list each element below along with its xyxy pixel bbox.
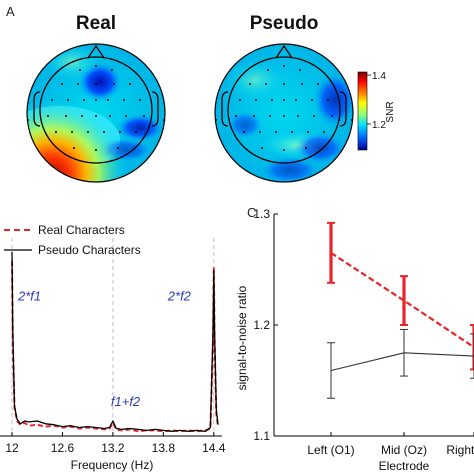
c-series — [327, 221, 474, 399]
c-axes: 1.1 1.2 1.3 Left (O1) Mid (Oz) Right (O2) — [253, 207, 474, 457]
b-x-tick-label: 14.4 — [202, 441, 226, 455]
topomap-real — [26, 43, 166, 183]
b-annotation-0: 2*f1 — [17, 289, 41, 304]
b-legend: Real Characters Pseudo Characters — [4, 223, 141, 257]
b-xlabel: Frequency (Hz) — [71, 458, 154, 472]
topomap-pseudo — [214, 43, 354, 183]
b-text: 12 12.6 13.2 13.8 14.4 2*f1 f1+f2 2*f2 — [5, 289, 225, 455]
b-x-tick-label: 12.6 — [51, 441, 75, 455]
topomap-pseudo-title: Pseudo — [250, 13, 319, 34]
b-x-tick-label: 13.2 — [101, 441, 125, 455]
colorbar-label: SNR — [385, 101, 396, 122]
colorbar-gradient — [357, 71, 368, 151]
b-series-pseudo — [11, 251, 219, 432]
b-annotation-2: 2*f2 — [167, 289, 192, 304]
c-x-tick-label: Left (O1) — [307, 443, 354, 457]
b-series — [11, 251, 219, 433]
colorbar-tick-top: 1.4 — [372, 71, 386, 82]
c-x-tick-label: Mid (Oz) — [381, 443, 427, 457]
c-y-tick-label: 1.1 — [253, 429, 270, 443]
panel-c: C 1.1 1.2 1.3 Left (O1) Mid (Oz) Right (O2) s… — [235, 205, 474, 473]
panel-b: 12 12.6 13.2 13.8 14.4 2*f1 f1+f2 2*f2 Frequenc… — [0, 223, 226, 472]
colorbar-tick-mid: 1.2 — [372, 120, 386, 131]
topomap-real-title: Real — [76, 13, 116, 34]
c-y-tick-label: 1.3 — [253, 207, 270, 221]
c-x-tick-label: Right (O2) — [446, 443, 474, 457]
legend-label-real: Real Characters — [38, 223, 125, 237]
legend-label-pseudo: Pseudo Characters — [38, 243, 141, 257]
panel-label-c: C — [247, 205, 256, 220]
electrode-dots — [215, 65, 353, 151]
b-x-tick-label: 13.8 — [152, 441, 176, 455]
c-series-pseudo — [330, 352, 474, 372]
c-series-real — [330, 251, 474, 349]
b-annotation-1: f1+f2 — [111, 394, 141, 409]
electrode-dots — [27, 65, 165, 151]
c-y-tick-label: 1.2 — [253, 318, 270, 332]
colorbar: 1.4 1.2 SNR — [357, 71, 396, 151]
c-xlabel: Electrode — [379, 459, 430, 473]
c-ylabel: signal-to-noise ratio — [235, 285, 249, 390]
panel-label-a: A — [6, 4, 15, 19]
b-x-tick-label: 12 — [5, 441, 19, 455]
